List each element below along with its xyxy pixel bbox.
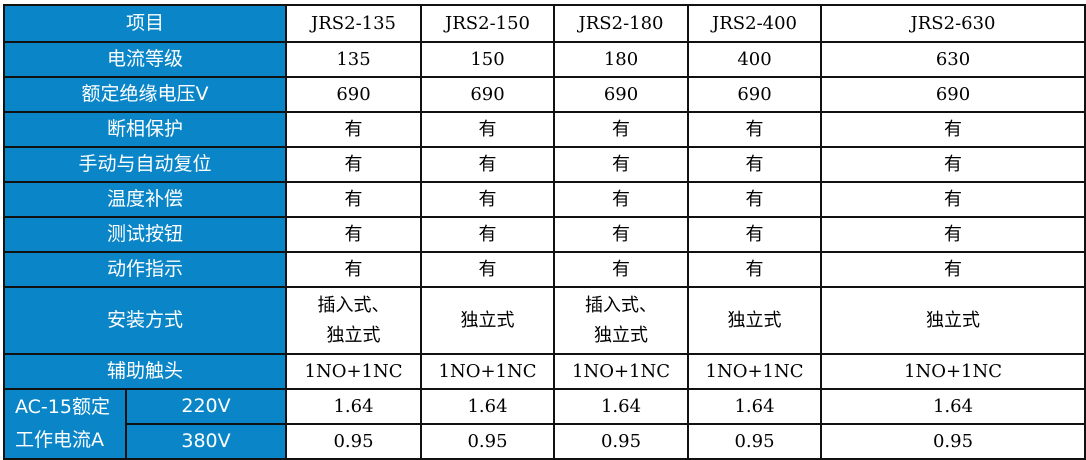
header-label: 项目 [2, 4, 288, 43]
spec-table: 项目 JRS2-135 JRS2-150 JRS2-180 JRS2-400 JRS2-6… [2, 4, 1086, 460]
table-row: 测试按钮有有有有有 [2, 216, 1086, 253]
cell-value: 0.95 [553, 423, 690, 460]
cell-value: 有 [285, 216, 423, 253]
ac15-label-line: 工作电流A [15, 429, 104, 451]
cell-value: 插入式、 独立式 [285, 286, 423, 355]
cell-value: 180 [553, 41, 690, 78]
table-row: 断相保护有有有有有 [2, 111, 1086, 148]
cell-value: 有 [285, 146, 423, 183]
table-row: 电流等级 135 150 180 400 630 [2, 41, 1086, 78]
cell-line: 独立式 [926, 309, 981, 331]
cell-line: 独立式 [326, 324, 381, 346]
row-label: 辅助触头 [2, 353, 288, 390]
cell-value: 1.64 [820, 388, 1086, 425]
table-row: AC-15额定 工作电流A 220V 1.64 1.64 1.64 1.64 1.64 [3, 388, 1086, 460]
cell-value: 独立式 [687, 286, 823, 355]
cell-value: 有 [553, 111, 690, 148]
cell-value: 150 [420, 41, 556, 78]
table-row: 项目 JRS2-135 JRS2-150 JRS2-180 JRS2-400 JRS2-6… [2, 4, 1086, 43]
cell-value: 135 [285, 41, 423, 78]
table-row: 动作指示有有有有有 [2, 251, 1086, 288]
cell-value: 630 [820, 41, 1086, 78]
cell-value: 690 [687, 76, 823, 113]
table-row: 温度补偿有有有有有 [2, 181, 1086, 218]
cell-line: 插入式、 [585, 294, 658, 316]
cell-value: 0.95 [420, 423, 556, 460]
cell-value: 690 [820, 76, 1086, 113]
row-label: 测试按钮 [2, 216, 288, 253]
cell-value: 1.64 [687, 388, 823, 425]
model-header: JRS2-150 [420, 4, 556, 43]
cell-line: 插入式、 [317, 294, 390, 316]
cell-value: 有 [285, 111, 423, 148]
cell-value: 有 [420, 111, 556, 148]
cell-value: 有 [420, 146, 556, 183]
cell-value: 有 [820, 146, 1086, 183]
model-header: JRS2-630 [820, 4, 1086, 43]
model-header: JRS2-400 [687, 4, 823, 43]
cell-value: 有 [553, 216, 690, 253]
cell-value: 有 [420, 251, 556, 288]
cell-value: 有 [285, 251, 423, 288]
row-label: 安装方式 [2, 286, 288, 355]
cell-line: 独立式 [594, 324, 649, 346]
cell-value: 有 [420, 181, 556, 218]
cell-value: 0.95 [285, 423, 423, 460]
cell-value: 690 [553, 76, 690, 113]
cell-value: 有 [687, 111, 823, 148]
cell-line: 独立式 [460, 309, 515, 331]
cell-value: 690 [420, 76, 556, 113]
cell-value: 有 [820, 181, 1086, 218]
cell-value: 有 [820, 111, 1086, 148]
cell-value: 有 [820, 216, 1086, 253]
voltage-label: 380V [124, 423, 288, 460]
row-label: 手动与自动复位 [2, 146, 288, 183]
cell-value: 1NO+1NC [553, 353, 690, 390]
cell-value: 有 [820, 251, 1086, 288]
voltage-label: 220V [124, 388, 288, 425]
cell-line: 独立式 [727, 309, 782, 331]
row-label: 额定绝缘电压V [2, 76, 288, 113]
cell-value: 有 [553, 181, 690, 218]
cell-value: 有 [687, 146, 823, 183]
cell-value: 0.95 [820, 423, 1086, 460]
row-label: 断相保护 [2, 111, 288, 148]
model-header: JRS2-180 [553, 4, 690, 43]
table-row: 额定绝缘电压V 690 690 690 690 690 [2, 76, 1086, 113]
cell-value: 1NO+1NC [687, 353, 823, 390]
cell-value: 有 [687, 216, 823, 253]
cell-value: 1NO+1NC [285, 353, 423, 390]
cell-value: 1.64 [420, 388, 556, 425]
cell-value: 有 [687, 251, 823, 288]
row-label: 动作指示 [2, 251, 288, 288]
row-label: 温度补偿 [2, 181, 288, 218]
cell-value: 有 [687, 181, 823, 218]
cell-value: 1.64 [553, 388, 690, 425]
table-row: 380V 0.95 0.95 0.95 0.95 0.95 [4, 423, 1086, 460]
table-row: 安装方式 插入式、 独立式 独立式 插入式、 独立式 独立式 独立式 [2, 286, 1086, 355]
ac15-label-line: AC-15额定 [15, 396, 110, 418]
model-header: JRS2-135 [285, 4, 423, 43]
cell-value: 独立式 [420, 286, 556, 355]
cell-value: 插入式、 独立式 [553, 286, 690, 355]
cell-value: 有 [285, 181, 423, 218]
cell-value: 有 [553, 146, 690, 183]
row-label: 电流等级 [2, 41, 288, 78]
cell-value: 独立式 [820, 286, 1086, 355]
cell-value: 1.64 [285, 388, 423, 425]
cell-value: 有 [420, 216, 556, 253]
cell-value: 1NO+1NC [420, 353, 556, 390]
table-row: 辅助触头 1NO+1NC 1NO+1NC 1NO+1NC 1NO+1NC 1NO+1NC [2, 353, 1086, 390]
cell-value: 400 [687, 41, 823, 78]
cell-value: 690 [285, 76, 423, 113]
cell-value: 1NO+1NC [820, 353, 1086, 390]
cell-value: 0.95 [687, 423, 823, 460]
table-row: 手动与自动复位有有有有有 [2, 146, 1086, 183]
ac15-label: AC-15额定 工作电流A [3, 388, 127, 460]
cell-value: 有 [553, 251, 690, 288]
